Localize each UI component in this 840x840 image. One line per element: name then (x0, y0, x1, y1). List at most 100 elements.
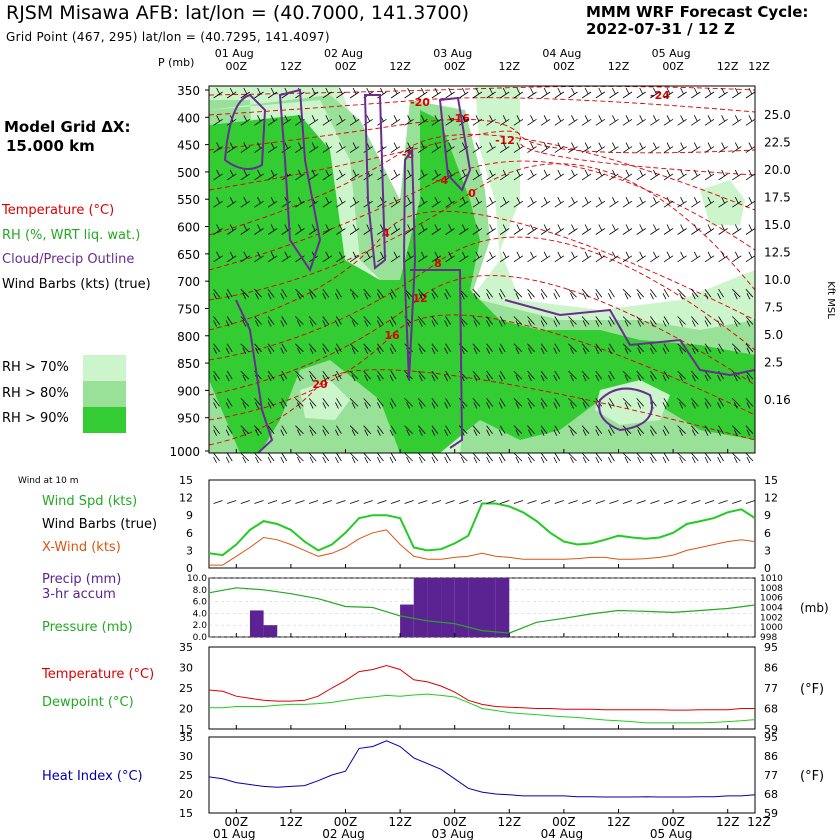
wind-barb (663, 224, 674, 235)
top-time-tick: 12Z (389, 60, 411, 73)
wind-barb (622, 115, 633, 126)
kft-tick-label: 10.0 (764, 273, 791, 287)
wind-barb (349, 288, 359, 300)
wind-barb (390, 169, 401, 181)
wind-barb (745, 425, 754, 436)
wind-barb (527, 288, 535, 300)
wind-barb (499, 115, 510, 126)
wind-barb (472, 197, 483, 208)
temperature-contour (208, 133, 756, 236)
wind-barb (568, 197, 578, 208)
temperature-contour (208, 130, 756, 191)
temperature-contour (208, 118, 756, 154)
wind-barb (363, 288, 372, 300)
surface-wind-barb (336, 500, 346, 504)
wind-barb (608, 398, 615, 409)
wind-barb (581, 288, 590, 300)
wind-barb (389, 316, 397, 327)
wind-barb (377, 398, 384, 409)
wind-barb (690, 398, 699, 409)
heat-panel-frame (208, 736, 756, 814)
wind-barb (295, 343, 304, 354)
pressure-tick-label: 550 (177, 193, 200, 207)
wind-barb (732, 224, 742, 235)
temp-ytick-f: 95 (764, 641, 778, 654)
wind-barb (662, 452, 670, 464)
wind-barb (267, 197, 278, 208)
wind-barb (486, 224, 496, 235)
top-time-tick-end: 12Z (748, 60, 770, 73)
wind-barb (690, 316, 699, 327)
wind-barb (281, 251, 292, 263)
rh-legend-swatch-90 (83, 407, 126, 433)
wind-barb (322, 370, 330, 382)
wind-barb (322, 288, 330, 300)
heat-ytick: 25 (179, 769, 193, 782)
wind-barb (213, 197, 223, 208)
pressure-tick-label: 450 (177, 139, 200, 153)
bottom-date-label: 04 Aug (541, 827, 584, 840)
wind-barb (527, 87, 537, 99)
wind-barb (662, 343, 670, 354)
wind-barb (636, 87, 646, 99)
wind-barb (704, 370, 712, 382)
wind-barb (431, 343, 439, 354)
wind-barb (377, 87, 387, 99)
wind-barb (650, 224, 660, 235)
wind-barb (226, 142, 237, 153)
wind-barb (513, 224, 524, 235)
wind-barb (336, 169, 346, 181)
wind-barb (418, 169, 428, 181)
wind-barb (444, 316, 451, 327)
wind-barb (554, 197, 565, 208)
wind-barb (691, 169, 701, 181)
cloud-outline (402, 146, 417, 381)
page-title: RJSM Misawa AFB: lat/lon = (40.7000, 141… (6, 2, 469, 24)
wind-barb (377, 316, 384, 327)
wind-barb (349, 316, 359, 327)
wind-barb (581, 425, 590, 436)
wind-barb (732, 343, 741, 354)
wind-barb (445, 251, 455, 263)
wind-barb (226, 224, 237, 235)
pressure-tick-label: 900 (177, 384, 200, 398)
wind-barb (650, 169, 660, 181)
wind-barb (213, 316, 220, 327)
wind-barb (595, 142, 606, 153)
wind-barb (650, 452, 657, 464)
wind-barb (553, 452, 561, 464)
wind-barb (595, 343, 603, 354)
wind-barb (280, 343, 288, 354)
wind-barb (553, 288, 561, 300)
wind-barb (322, 142, 333, 153)
surface-wind-barb (527, 500, 537, 504)
wind-barb (732, 115, 742, 126)
wind-barb (718, 142, 728, 153)
wind-barb (745, 398, 754, 409)
wind-barb (553, 316, 561, 327)
wind-barb (677, 398, 686, 409)
temperature-contour (208, 314, 756, 421)
wind-barb (677, 370, 686, 382)
wind-barb (267, 251, 278, 263)
temperature-contour (208, 85, 756, 96)
wind-barb (431, 224, 442, 235)
wind-barb (527, 398, 535, 409)
wind-barb (322, 452, 330, 464)
wind-barb (240, 398, 250, 409)
wind-barb (390, 197, 401, 208)
wind-barb (240, 425, 250, 436)
wind-barb (677, 316, 686, 327)
wind-barb (404, 142, 414, 153)
wind-barb (554, 87, 565, 99)
wind-barb (390, 142, 401, 153)
kft-tick-label: 20.0 (764, 163, 791, 177)
cloud-outline (363, 94, 387, 270)
temperature-contour-label: -20 (410, 96, 430, 109)
wind-barb (240, 452, 250, 464)
wind-barb (226, 197, 237, 208)
wind-barb (704, 288, 712, 300)
heat-ytick-f: 95 (764, 731, 778, 744)
wind-barb (513, 142, 524, 153)
